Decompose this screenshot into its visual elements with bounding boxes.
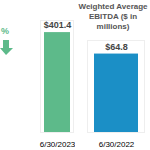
- svg-text:$64.8: $64.8: [105, 42, 128, 52]
- svg-text:$401.4: $401.4: [44, 20, 72, 30]
- svg-text:6/30/2023: 6/30/2023: [40, 140, 75, 149]
- html-text:Weighted Average EBITDA ($ in: Weighted Average EBITDA ($ in millions): [78, 2, 148, 31]
- svg-text:6/30/2022: 6/30/2022: [99, 140, 135, 149]
